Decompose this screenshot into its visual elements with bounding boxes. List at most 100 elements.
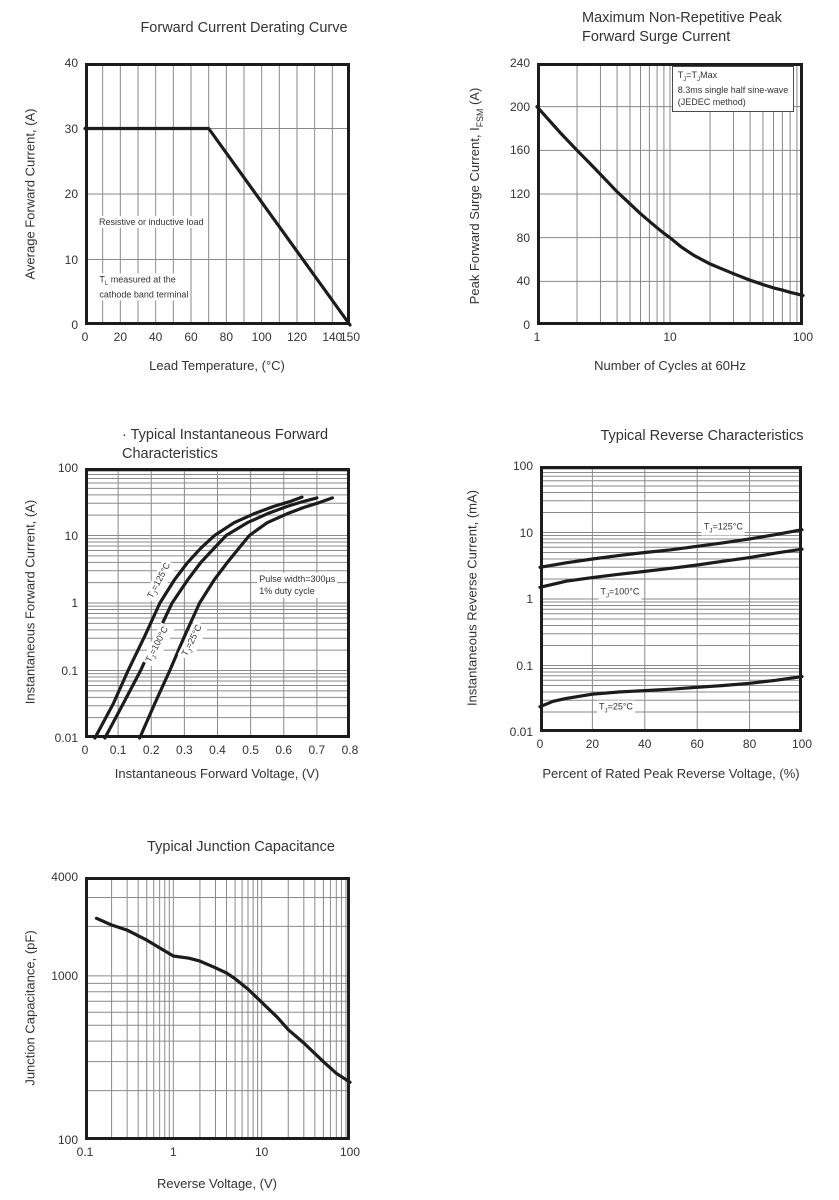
- plot-border: [537, 63, 803, 325]
- y-axis-label: Peak Forward Surge Current, IFSM (A): [467, 87, 485, 305]
- annotation: TJ=TJMax 8.3ms single half sine-wave (JEDE…: [671, 65, 795, 113]
- plot-area: 0 20 40 60 80 100 100 10 1 0.1 0.01 TJ=125°C TJ=100°…: [510, 459, 812, 751]
- x-tick-label: 80: [219, 330, 234, 344]
- y-tick-label: 1: [71, 596, 78, 610]
- y-tick-label: 10: [64, 528, 78, 543]
- x-tick-label: 0.5: [242, 743, 259, 757]
- plot-canvas: [83, 63, 352, 327]
- gridlines: [85, 468, 350, 738]
- curve-tj-25c: [538, 675, 804, 709]
- gridlines: [85, 877, 350, 1140]
- y-tick-label: 0.1: [516, 658, 533, 673]
- y-tick-label: 10: [64, 252, 78, 267]
- y-tick-label: 160: [509, 143, 530, 158]
- plot-border: [540, 466, 802, 732]
- y-tick-label: 0.01: [509, 725, 533, 739]
- annotation: TJ=125°C: [701, 520, 745, 536]
- y-tick-label: 120: [509, 187, 530, 201]
- plot-area: 1 10 100 240 200 160 120 80 40 0 TJ=TJMax 8.3ms sin…: [510, 56, 813, 344]
- x-tick-label: 100: [251, 330, 272, 344]
- annotation: Resistive or inductive load: [97, 216, 206, 229]
- curve-tj-100c: [538, 547, 804, 589]
- plot-canvas: [538, 466, 804, 732]
- x-tick-label: 0.7: [308, 743, 326, 757]
- y-tick-label: 0.01: [54, 731, 78, 745]
- x-tick-label: 120: [286, 330, 308, 344]
- y-tick-label: 80: [516, 230, 530, 245]
- gridlines: [540, 466, 802, 732]
- curve-cj-vs-vr: [94, 916, 352, 1084]
- plot-border: [85, 468, 350, 738]
- plot-border: [85, 63, 350, 325]
- x-axis-label: Percent of Rated Peak Reverse Voltage, (…: [542, 766, 800, 781]
- curve-average-forward-current-vs-lead-temperature: [83, 126, 352, 327]
- plot-canvas: [85, 877, 352, 1140]
- x-tick-label: 1: [533, 330, 541, 344]
- x-tick-label: 0.1: [109, 743, 127, 757]
- x-tick-label: 60: [690, 737, 704, 751]
- curve-ifsm-vs-cycles: [535, 105, 805, 298]
- gridlines: [85, 63, 350, 325]
- x-tick-label: 0.3: [176, 743, 193, 757]
- chart-title: Typical Junction Capacitance: [147, 839, 335, 855]
- y-tick-label: 0: [71, 318, 78, 332]
- x-tick-label: 20: [585, 737, 600, 751]
- y-tick-label: 1: [526, 592, 533, 606]
- y-tick-label: 100: [57, 1133, 78, 1147]
- x-tick-label: 0.8: [341, 743, 359, 757]
- plot-area: 0 0.1 0.2 0.3 0.4 0.5 0.6 0.7 0.8 100 10 1 0.1 0.01 TJ…: [55, 461, 359, 757]
- curve-tj-125c: [93, 495, 304, 740]
- x-axis-label: Reverse Voltage, (V): [157, 1176, 277, 1191]
- annotation: Pulse width=300µs 1% duty cycle: [257, 573, 338, 598]
- chart-title: Maximum Non-Repetitive Peak Forward Surge…: [582, 10, 782, 45]
- x-tick-label: 0: [81, 330, 89, 344]
- x-tick-label: 40: [148, 330, 163, 344]
- plot-border: [85, 877, 350, 1140]
- plot-area: 0.1 1 10 100 4000 1000 100: [51, 870, 360, 1159]
- y-tick-label: 10: [519, 525, 533, 540]
- x-tick-label: 0: [536, 737, 544, 751]
- x-tick-label: 10: [254, 1145, 269, 1159]
- chart-title: Forward Current Derating Curve: [140, 20, 348, 36]
- x-tick-label: 100: [339, 1145, 361, 1159]
- annotation: TL measured at the cathode band terminal: [97, 273, 191, 301]
- x-tick-label: 0: [81, 743, 89, 757]
- y-tick-label: 0.1: [61, 663, 78, 678]
- annotation: TJ=100°C: [598, 585, 642, 602]
- y-axis-label: Instantaneous Reverse Current, (mA): [464, 489, 480, 707]
- y-axis-label: Junction Capacitance, (pF): [22, 930, 38, 1086]
- y-axis-label: Instantaneous Forward Current, (A): [22, 499, 38, 705]
- y-tick-label: 240: [509, 56, 530, 70]
- y-tick-label: 1000: [51, 968, 78, 983]
- annotation: TJ=25°C: [597, 700, 635, 716]
- chart-title: · Typical Instantaneous Forward Character…: [122, 427, 329, 462]
- y-tick-label: 100: [512, 459, 533, 473]
- x-tick-label: 40: [638, 737, 652, 751]
- x-axis-label: Number of Cycles at 60Hz: [594, 358, 746, 373]
- x-tick-label: 140: [322, 330, 343, 344]
- y-tick-label: 30: [64, 121, 78, 136]
- x-tick-label: 0.2: [142, 743, 160, 757]
- x-tick-label: 60: [184, 330, 198, 344]
- y-tick-label: 40: [516, 274, 530, 289]
- y-tick-label: 100: [57, 461, 78, 475]
- curve-tj-125c: [538, 528, 804, 569]
- x-tick-label: 0.6: [275, 743, 293, 757]
- y-tick-label: 200: [509, 99, 530, 114]
- plot-area: 0 20 40 60 80 100 120 140 150 40 30 20 10 0 Resistive …: [65, 56, 360, 344]
- x-tick-label: 150: [339, 330, 361, 344]
- plot-canvas: [85, 468, 350, 740]
- x-tick-label: 1: [169, 1145, 177, 1159]
- x-tick-label: 100: [791, 737, 813, 751]
- x-tick-label: 20: [113, 330, 128, 344]
- curve-tj-25c: [138, 496, 334, 740]
- x-tick-label: 0.1: [76, 1145, 94, 1159]
- x-axis-label: Lead Temperature, (°C): [149, 358, 285, 373]
- y-tick-label: 0: [523, 318, 530, 332]
- x-tick-label: 100: [792, 330, 814, 344]
- y-tick-label: 20: [64, 187, 78, 201]
- x-tick-label: 10: [663, 330, 677, 344]
- x-tick-label: 80: [742, 737, 757, 751]
- x-tick-label: 0.4: [209, 743, 226, 757]
